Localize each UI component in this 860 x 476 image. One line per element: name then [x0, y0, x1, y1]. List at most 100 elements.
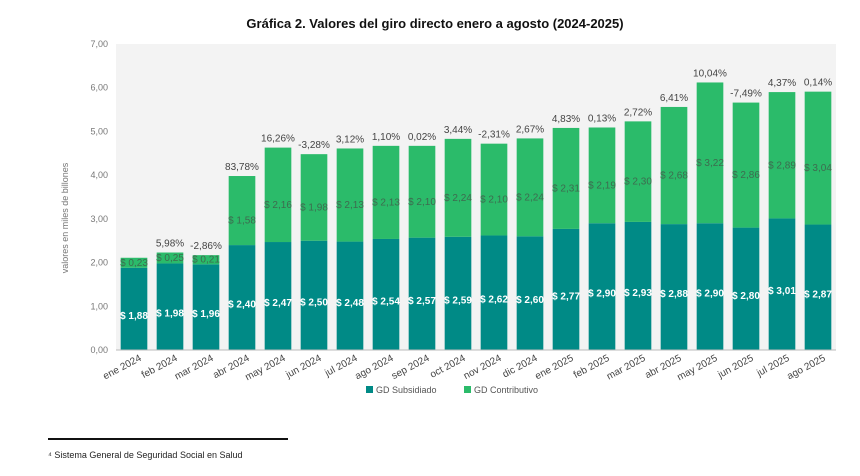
x-tick-label: feb 2024: [140, 353, 180, 381]
bar-contributivo: [336, 148, 364, 242]
bar-subsidiado: [516, 236, 544, 350]
data-label-contributivo: $ 2,13: [336, 200, 364, 211]
growth-label: -2,31%: [478, 130, 510, 141]
data-label-contributivo: $ 2,24: [516, 192, 544, 203]
data-label-subsidiado: $ 2,60: [516, 295, 544, 306]
y-tick-label: 7,00: [90, 39, 108, 49]
y-tick-label: 4,00: [90, 170, 108, 180]
bar-subsidiado: [156, 263, 184, 350]
data-label-contributivo: $ 0,25: [156, 253, 184, 264]
growth-label: 4,83%: [552, 114, 580, 125]
data-label-subsidiado: $ 2,54: [372, 296, 400, 307]
x-tick-label: may 2024: [243, 353, 287, 384]
x-tick-label: mar 2025: [605, 353, 648, 383]
x-tick-label: may 2025: [675, 353, 719, 384]
bar-subsidiado: [660, 224, 688, 350]
y-tick-label: 5,00: [90, 126, 108, 136]
growth-label: 0,13%: [588, 113, 616, 124]
x-tick-label: jun 2024: [283, 353, 323, 381]
bar-contributivo: [300, 154, 328, 241]
data-label-contributivo: $ 2,89: [768, 160, 796, 171]
data-label-subsidiado: $ 2,40: [228, 300, 256, 311]
y-axis-label: valores en miles de billones: [60, 162, 70, 273]
bar-contributivo: [804, 91, 832, 225]
x-tick-label: ago 2025: [785, 353, 827, 382]
data-label-subsidiado: $ 1,96: [192, 309, 220, 320]
bar-contributivo: [552, 127, 580, 229]
data-label-subsidiado: $ 2,80: [732, 291, 760, 302]
y-tick-label: 6,00: [90, 83, 108, 93]
data-label-subsidiado: $ 2,50: [300, 297, 328, 308]
data-label-contributivo: $ 2,10: [408, 197, 436, 208]
x-tick-label: mar 2024: [173, 353, 216, 383]
y-tick-label: 0,00: [90, 345, 108, 355]
x-tick-label: sep 2024: [390, 353, 432, 382]
growth-label: 10,04%: [693, 68, 727, 79]
bar-subsidiado: [480, 235, 508, 350]
bar-contributivo: [408, 145, 436, 238]
legend-swatch-contributivo: [464, 386, 471, 393]
bar-subsidiado: [624, 221, 652, 350]
data-label-contributivo: $ 2,19: [588, 180, 616, 191]
y-tick-label: 1,00: [90, 301, 108, 311]
x-tick-label: ene 2025: [533, 353, 575, 382]
data-label-subsidiado: $ 2,62: [480, 295, 508, 306]
growth-label: 16,26%: [261, 134, 295, 145]
data-label-subsidiado: $ 2,48: [336, 298, 364, 309]
growth-label: 0,14%: [804, 78, 832, 89]
x-tick-label: oct 2024: [428, 353, 467, 381]
bar-subsidiado: [300, 240, 328, 350]
bar-contributivo: [480, 143, 508, 236]
data-label-subsidiado: $ 2,90: [588, 289, 616, 300]
growth-label: 2,67%: [516, 124, 544, 135]
x-tick-label: nov 2024: [462, 353, 504, 382]
bar-contributivo: [372, 145, 400, 239]
growth-label: 1,10%: [372, 132, 400, 143]
data-label-contributivo: $ 1,58: [228, 216, 256, 227]
data-label-contributivo: $ 2,86: [732, 170, 760, 181]
y-tick-label: 3,00: [90, 214, 108, 224]
bar-contributivo: [516, 138, 544, 237]
data-label-subsidiado: $ 2,88: [660, 289, 688, 300]
data-label-subsidiado: $ 2,87: [804, 289, 832, 300]
data-label-contributivo: $ 3,04: [804, 163, 832, 174]
data-label-subsidiado: $ 2,59: [444, 295, 472, 306]
growth-label: 3,44%: [444, 125, 472, 136]
data-label-subsidiado: $ 1,98: [156, 309, 184, 320]
bar-subsidiado: [444, 236, 472, 350]
footnote-divider: [48, 438, 288, 440]
bar-contributivo: [228, 176, 256, 246]
data-label-subsidiado: $ 2,93: [624, 288, 652, 299]
growth-label: -7,49%: [730, 89, 762, 100]
bar-contributivo: [696, 82, 724, 224]
data-label-contributivo: $ 2,16: [264, 200, 292, 211]
growth-label: 5,98%: [156, 239, 184, 250]
y-axis-ticks: 0,00 1,00 2,00 3,00 4,00 5,00 6,00 7,00: [90, 39, 108, 355]
bar-subsidiado: [768, 218, 796, 350]
legend-label-contributivo: GD Contributivo: [474, 385, 538, 395]
bar-subsidiado: [588, 223, 616, 350]
x-tick-label: jun 2025: [715, 353, 755, 381]
growth-label: 4,37%: [768, 78, 796, 89]
bar-contributivo: [264, 147, 292, 243]
legend: GD Subsidiado GD Contributivo: [366, 385, 538, 395]
data-label-contributivo: $ 2,24: [444, 193, 472, 204]
data-label-subsidiado: $ 3,01: [768, 286, 796, 297]
bar-contributivo: [768, 92, 796, 219]
growth-label: -2,86%: [190, 241, 222, 252]
bar-contributivo: [156, 252, 184, 264]
data-label-subsidiado: $ 1,88: [120, 311, 148, 322]
legend-swatch-subsidiado: [366, 386, 373, 393]
data-label-contributivo: $ 3,22: [696, 158, 724, 169]
bar-subsidiado: [192, 264, 220, 350]
bar-subsidiado: [804, 224, 832, 350]
growth-label: 6,41%: [660, 93, 688, 104]
bar-subsidiado: [408, 237, 436, 350]
x-tick-label: dic 2024: [501, 353, 540, 381]
bar-contributivo: [120, 257, 148, 268]
bar-contributivo: [624, 121, 652, 222]
data-label-contributivo: $ 2,30: [624, 177, 652, 188]
data-label-contributivo: $ 2,10: [480, 195, 508, 206]
data-label-subsidiado: $ 2,77: [552, 291, 580, 302]
